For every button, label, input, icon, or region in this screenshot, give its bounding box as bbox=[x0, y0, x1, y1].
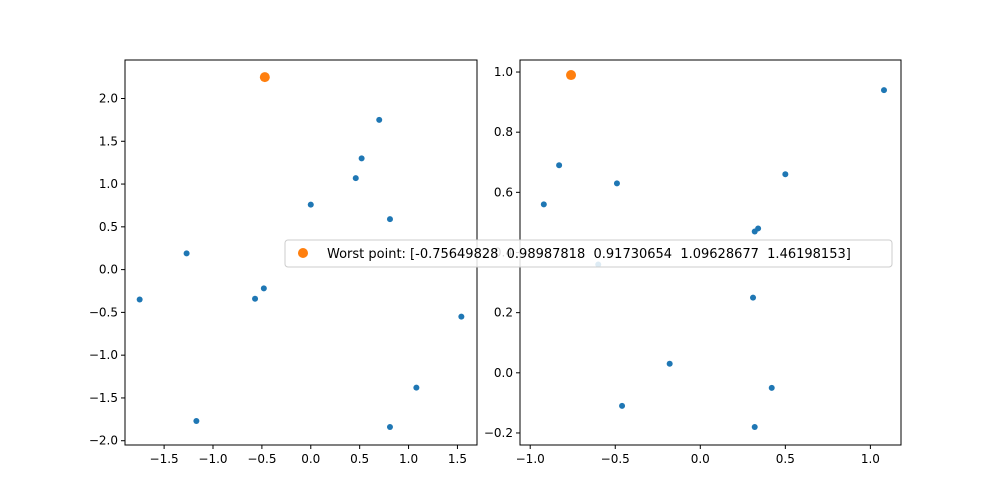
right-y-tick-label: 0.6 bbox=[494, 185, 513, 199]
right-scatter-plot: −1.0−0.50.00.51.0−0.20.00.20.40.60.81.0 bbox=[484, 59, 902, 466]
right-data-point bbox=[556, 162, 563, 169]
right-y-tick-label: 0.0 bbox=[494, 366, 513, 380]
left-data-point bbox=[193, 418, 200, 425]
right-data-point bbox=[613, 180, 620, 187]
right-y-tick-label: 1.0 bbox=[494, 65, 513, 79]
right-data-point bbox=[782, 171, 789, 178]
left-y-tick-label: 2.0 bbox=[99, 92, 118, 106]
right-x-tick-label: 0.0 bbox=[691, 452, 710, 466]
left-y-tick-label: −1.5 bbox=[89, 391, 118, 405]
left-data-point bbox=[458, 313, 465, 320]
left-x-tick-label: 0.0 bbox=[301, 452, 320, 466]
left-data-point bbox=[386, 424, 393, 431]
left-x-tick-label: 1.5 bbox=[448, 452, 467, 466]
left-worst-point bbox=[259, 72, 270, 83]
left-data-point bbox=[358, 155, 365, 162]
right-y-tick-label: 0.8 bbox=[494, 125, 513, 139]
right-y-tick-label: −0.2 bbox=[484, 426, 513, 440]
right-worst-point bbox=[566, 70, 577, 81]
left-x-tick-label: 0.5 bbox=[350, 452, 369, 466]
right-data-point bbox=[666, 360, 673, 367]
left-data-point bbox=[386, 216, 393, 223]
legend-box bbox=[284, 239, 893, 268]
right-x-tick-label: 1.0 bbox=[861, 452, 880, 466]
left-x-tick-label: 1.0 bbox=[399, 452, 418, 466]
right-x-tick-label: −1.0 bbox=[516, 452, 545, 466]
left-data-point bbox=[307, 201, 314, 208]
right-x-tick-label: −0.5 bbox=[601, 452, 630, 466]
left-y-tick-label: −1.0 bbox=[89, 348, 118, 362]
legend: Worst point: [-0.75649828 0.98987818 0.9… bbox=[284, 239, 893, 268]
left-x-tick-label: −1.5 bbox=[150, 452, 179, 466]
left-data-point bbox=[183, 250, 190, 257]
right-x-tick-label: 0.5 bbox=[776, 452, 795, 466]
left-y-tick-label: 1.0 bbox=[99, 177, 118, 191]
right-data-point bbox=[880, 87, 887, 94]
legend-marker bbox=[298, 248, 308, 258]
right-data-point bbox=[755, 225, 762, 232]
right-data-point bbox=[619, 402, 626, 409]
left-y-tick-label: 1.5 bbox=[99, 134, 118, 148]
left-y-tick-label: −0.5 bbox=[89, 305, 118, 319]
left-x-tick-label: −0.5 bbox=[247, 452, 276, 466]
left-data-point bbox=[352, 175, 359, 182]
left-data-point bbox=[260, 285, 267, 292]
right-data-point bbox=[768, 384, 775, 391]
left-data-point bbox=[252, 295, 259, 302]
legend-label: Worst point: [-0.75649828 0.98987818 0.9… bbox=[327, 247, 851, 262]
left-data-point bbox=[136, 296, 143, 303]
right-data-point bbox=[751, 423, 758, 430]
left-data-point bbox=[413, 384, 420, 391]
left-x-tick-label: −1.0 bbox=[198, 452, 227, 466]
left-y-tick-label: −2.0 bbox=[89, 434, 118, 448]
left-scatter-plot: −1.5 −1.0 −0.5 0.0 0.5 1.0 1.5 −2.0 −1.5 −1.0 −0.5… bbox=[89, 59, 478, 466]
right-data-point bbox=[750, 294, 757, 301]
right-data-point bbox=[540, 201, 547, 208]
left-y-tick-label: 0.5 bbox=[99, 220, 118, 234]
right-y-tick-label: 0.2 bbox=[494, 306, 513, 320]
left-data-point bbox=[376, 116, 383, 123]
left-y-tick-label: 0.0 bbox=[99, 263, 118, 277]
